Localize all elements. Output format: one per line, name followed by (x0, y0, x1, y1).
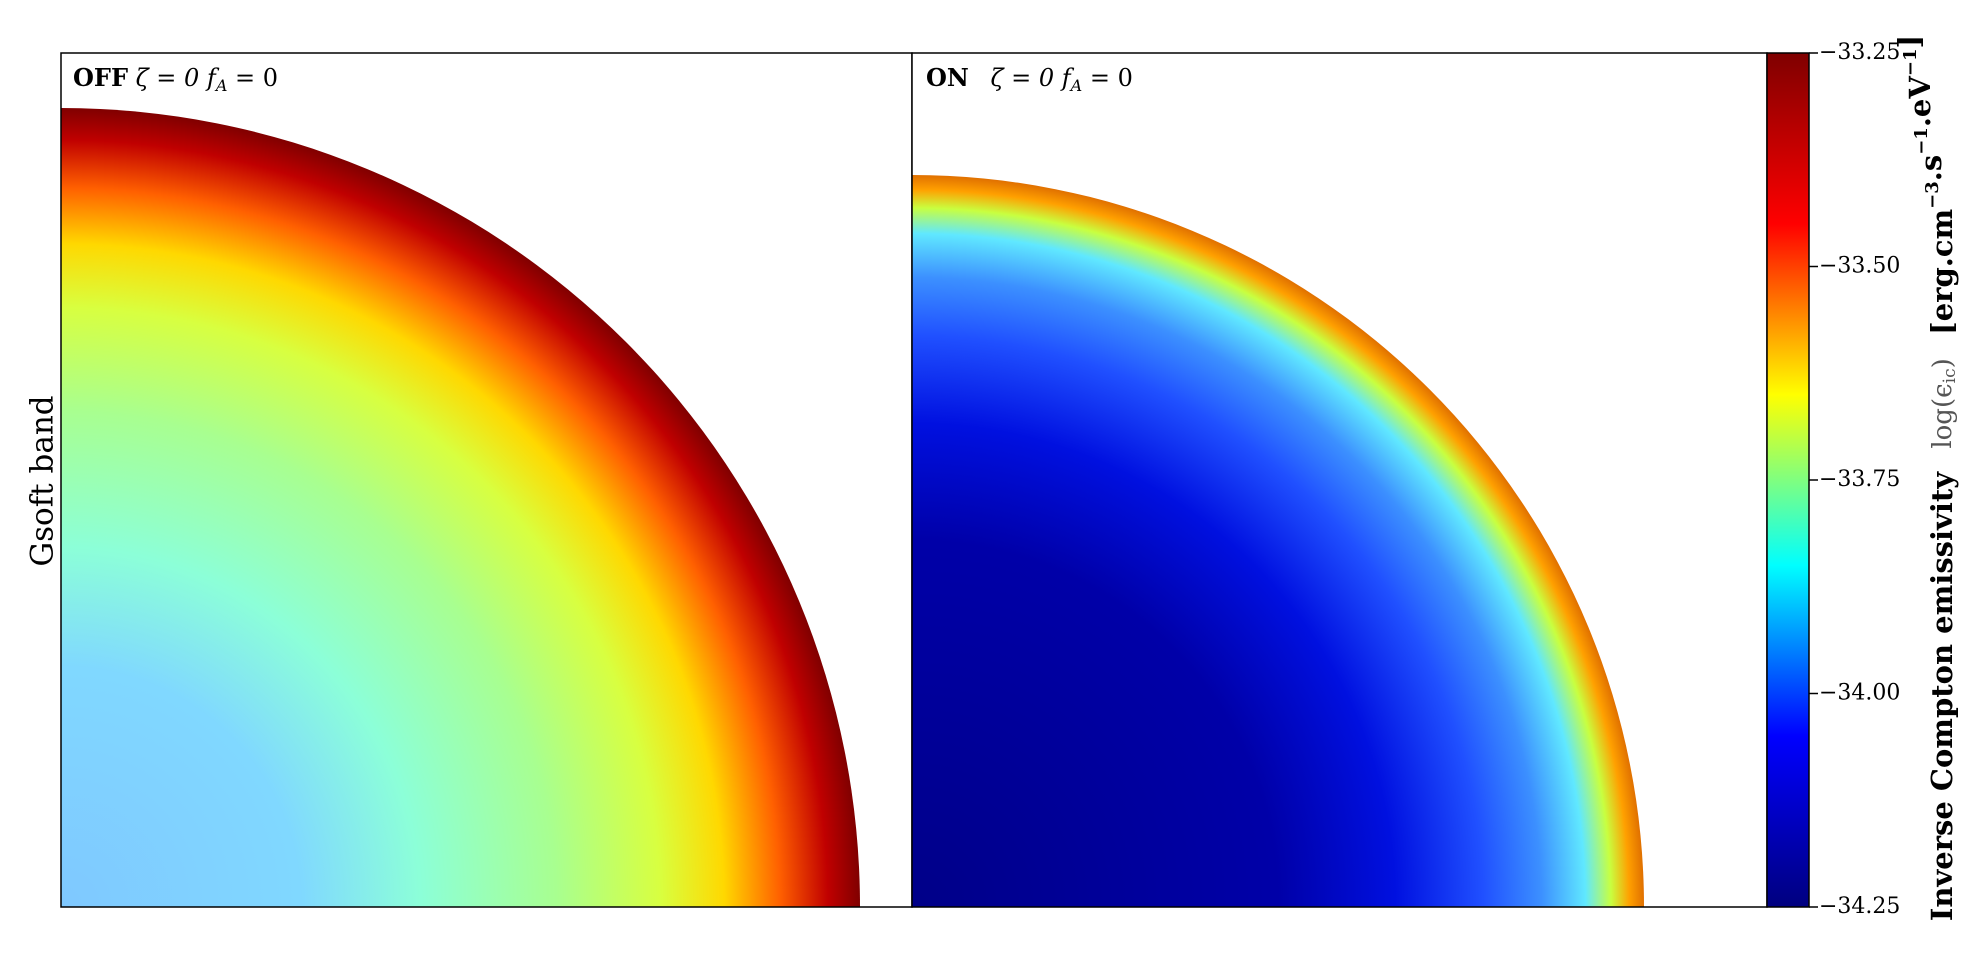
unit-base: .eV (1903, 76, 1937, 128)
panel-off: OFF ζ = 0 fA = 0 (60, 52, 913, 908)
unit-end: ] (1892, 35, 1926, 49)
colorbar-scale (1766, 52, 1810, 908)
panel-param: ζ = 0 (136, 64, 200, 92)
y-tick-label: −34.00 (1819, 681, 1900, 706)
panel-label: OFF (73, 63, 128, 92)
panel-title: OFF ζ = 0 fA = 0 (73, 63, 278, 97)
colorbar-label-symbol: ) (1928, 358, 1958, 368)
unit-base: [erg.cm (1925, 209, 1959, 335)
emissivity-map (912, 175, 1644, 907)
y-axis-label: Gsoft band (25, 395, 61, 566)
colorbar-label-symbol: log(ϵ (1928, 383, 1958, 448)
y-tick-label: −34.25 (1819, 894, 1900, 919)
panel-label: ON (926, 63, 969, 92)
unit-exp: −1 (1900, 48, 1921, 76)
unit-base: .s (1914, 155, 1948, 181)
y-tick-label: −33.75 (1819, 467, 1900, 492)
y-tick-label: −33.25 (1819, 40, 1900, 65)
emissivity-map (61, 108, 860, 907)
panel-title: ON ζ = 0 fA = 0 (926, 63, 1133, 97)
unit-exp: −1 (1911, 127, 1932, 155)
panel-param: ζ = 0 (990, 64, 1054, 92)
unit-exp: −3 (1922, 181, 1943, 209)
panel-on: ON ζ = 0 fA = 0 (911, 52, 1768, 908)
panel-param-sub: A (1069, 76, 1083, 95)
colorbar: −34.25 −34.00 −33.75 −33.50 −33.25 (1766, 40, 1900, 919)
panel-param: = 0 (1090, 64, 1133, 92)
panel-param-sub: A (214, 76, 228, 95)
y-tick-label: −33.50 (1819, 254, 1900, 279)
panel-param: = 0 (235, 64, 278, 92)
colorbar-label-units: [erg.cm−3.s−1.eV−1] (1892, 35, 1959, 335)
colorbar-label-name: Inverse Compton emissivity (1925, 471, 1959, 921)
colorbar-label: Inverse Compton emissivity log(ϵic) [erg… (1892, 35, 1960, 921)
colorbar-label-symbol: ic (1940, 368, 1960, 383)
